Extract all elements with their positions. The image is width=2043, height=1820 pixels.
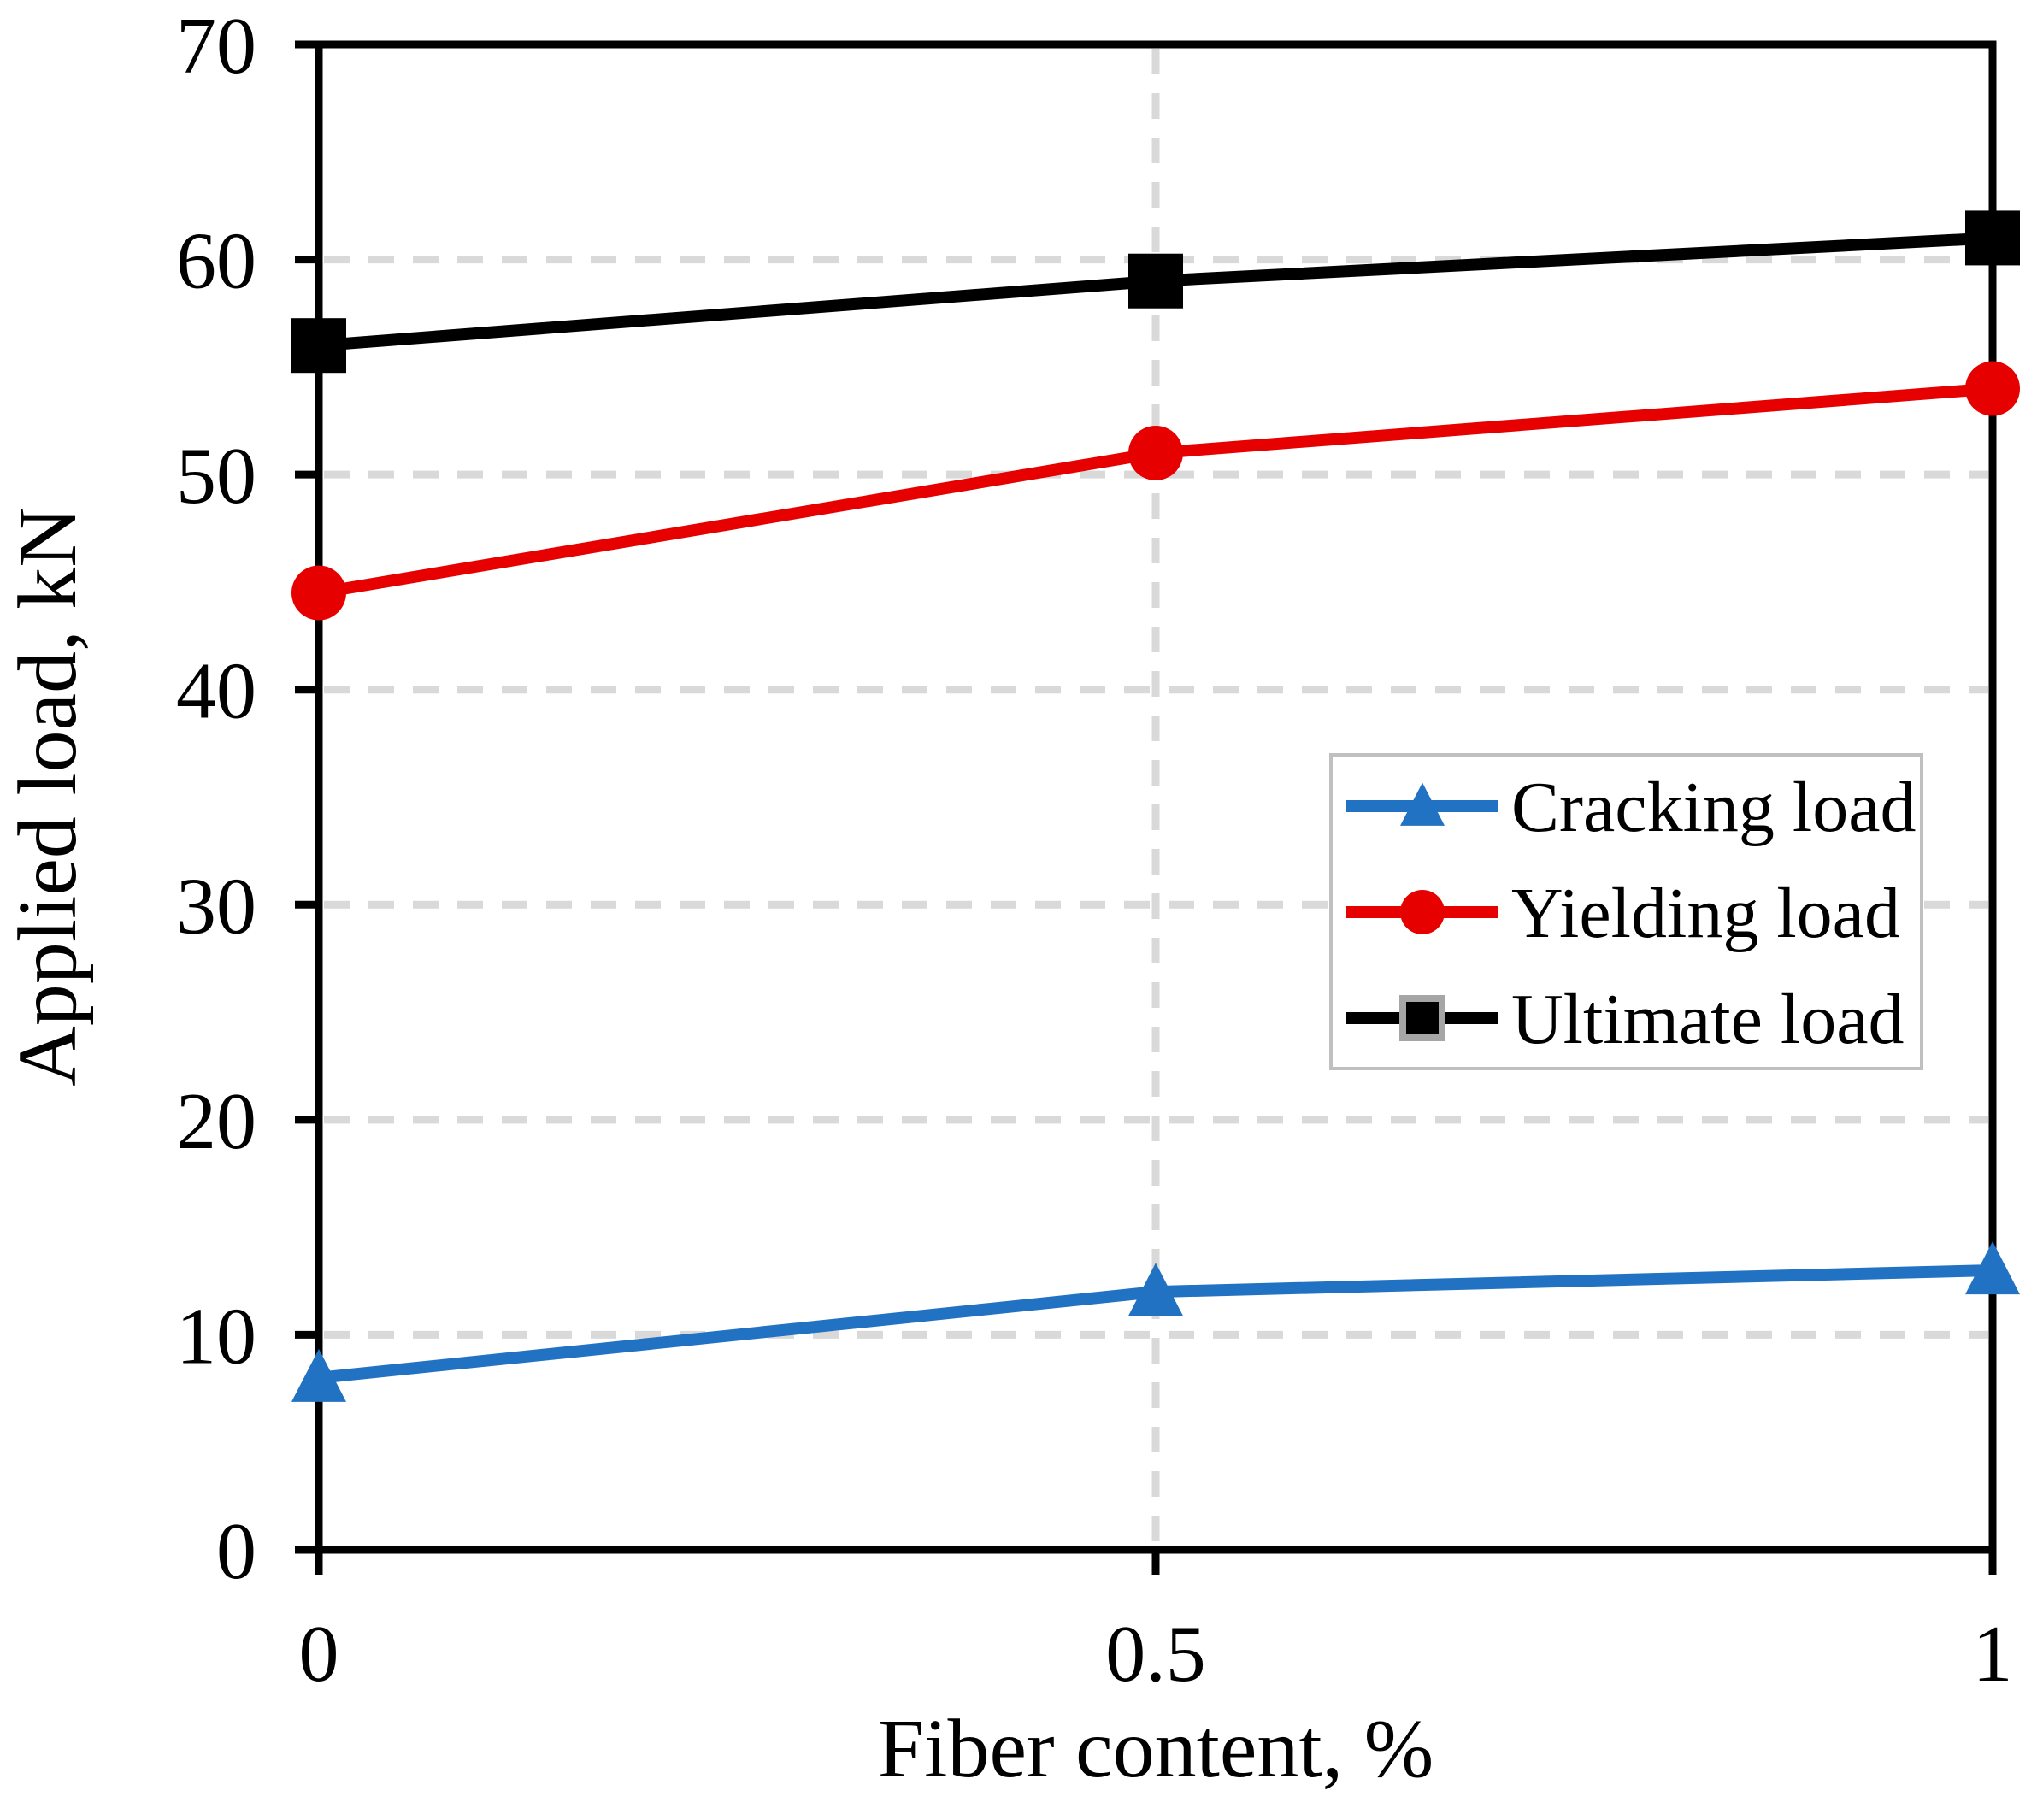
y-tick-label: 50 [176, 432, 256, 521]
marker-triangle-cracking-load [291, 1348, 346, 1402]
axis-ticks-group [295, 40, 1997, 1575]
legend-label: Cracking load [1511, 768, 1916, 847]
x-tick-label: 1 [1973, 1610, 2013, 1699]
marker-square-ultimate-load [1128, 253, 1183, 309]
x-tick-label: 0 [299, 1610, 339, 1699]
y-tick-label: 70 [176, 2, 256, 91]
data-series-group [291, 210, 2020, 1402]
legend-item-ultimate-load: Ultimate load [1346, 980, 1905, 1059]
y-tick-label: 40 [176, 647, 256, 736]
marker-circle-yielding-load [1128, 425, 1183, 480]
y-tick-label: 60 [176, 217, 256, 306]
y-tick-label: 30 [176, 862, 256, 951]
marker-circle-yielding-load [1965, 361, 2020, 416]
legend-item-cracking-load: Cracking load [1346, 768, 1916, 847]
legend-marker-square [1399, 995, 1445, 1041]
legend-label: Yielding load [1511, 874, 1900, 953]
marker-square-ultimate-load [1965, 210, 2020, 266]
marker-square-ultimate-load [291, 318, 346, 374]
legend-group: Cracking load Yielding load Ultimate load [1329, 753, 1923, 1070]
legend-marker-circle [1400, 890, 1445, 934]
legend-item-yielding-load: Yielding load [1346, 874, 1900, 953]
tick-labels-group: 0 10 20 30 40 50 60 70 0 0.5 1 [176, 2, 2013, 1699]
marker-triangle-cracking-load [1128, 1263, 1183, 1316]
y-tick-label: 20 [176, 1077, 256, 1166]
y-axis-title: Applied load, kN [2, 507, 94, 1087]
y-tick-label: 10 [176, 1292, 256, 1381]
legend-marker-triangle [1400, 782, 1445, 826]
x-axis-title: Fiber content, % [878, 1703, 1434, 1795]
y-tick-label: 0 [216, 1507, 256, 1596]
marker-circle-yielding-load [291, 565, 346, 621]
marker-triangle-cracking-load [1965, 1241, 2020, 1295]
plot-area-border [315, 40, 1997, 1554]
legend-label: Ultimate load [1511, 980, 1905, 1059]
x-tick-label: 0.5 [1105, 1610, 1206, 1699]
